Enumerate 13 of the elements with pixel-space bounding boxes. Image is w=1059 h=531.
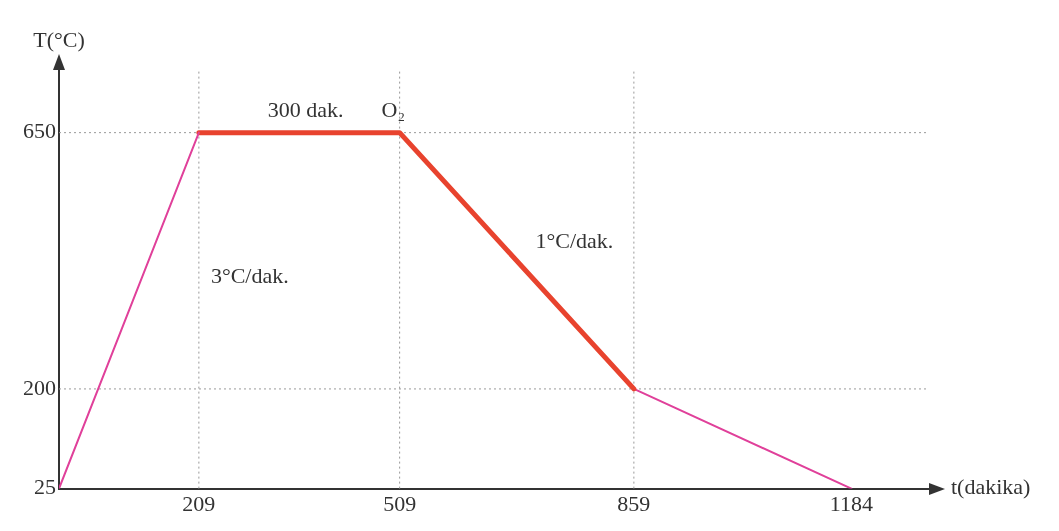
y-axis-title: T(°C) [33, 26, 85, 52]
annotation: O₂ [381, 97, 406, 123]
annotation: 3°C/dak. [210, 262, 289, 288]
x-tick-label: 1184 [829, 490, 873, 516]
y-tick-label: 25 [34, 474, 56, 500]
x-tick-label: 509 [383, 490, 417, 516]
x-tick-label: 209 [182, 490, 216, 516]
y-tick-label: 200 [23, 374, 56, 400]
y-tick-label: 650 [23, 118, 56, 144]
annotation: 1°C/dak. [535, 228, 614, 254]
annotation: 300 dak. [267, 97, 344, 123]
x-tick-label: 859 [617, 490, 651, 516]
x-axis-title: t(dakika) [951, 474, 1031, 500]
